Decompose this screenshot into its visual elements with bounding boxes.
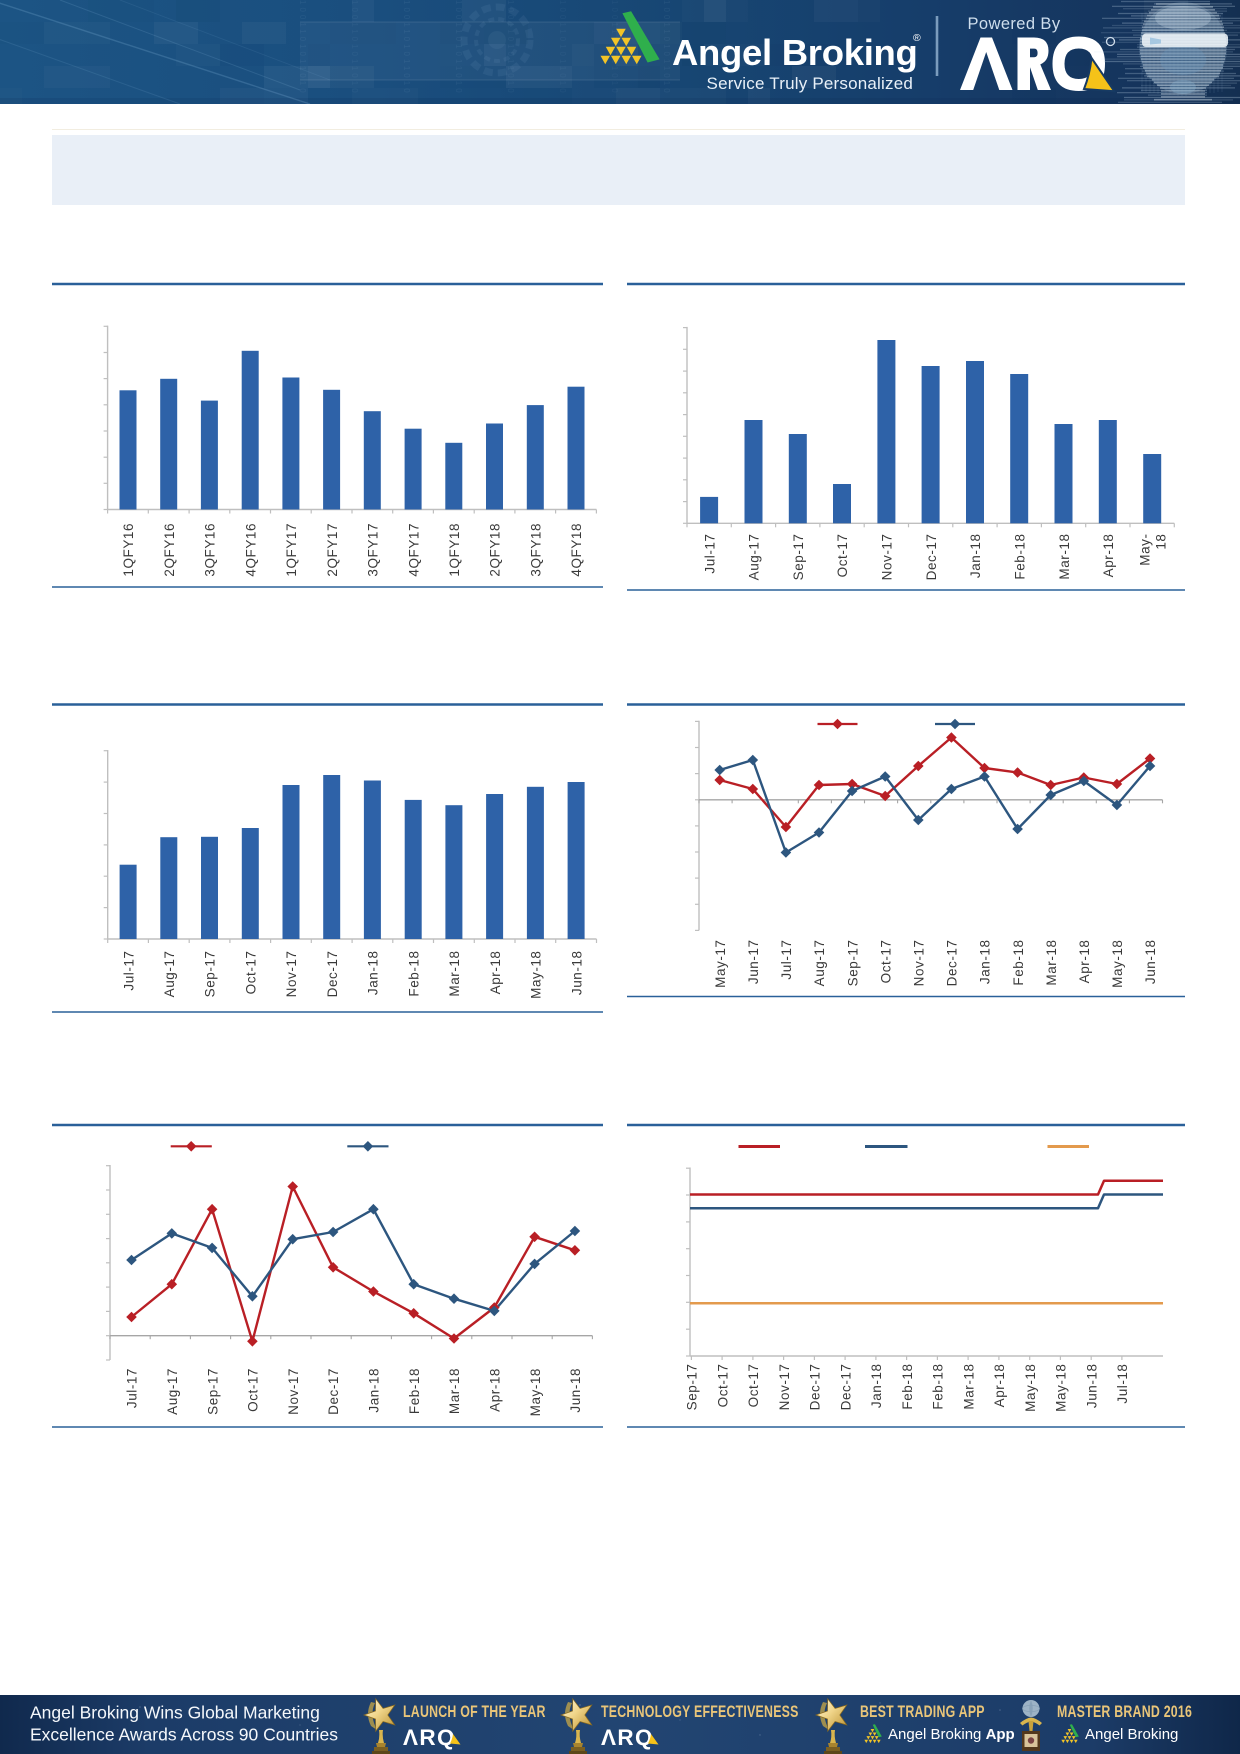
- svg-text:Oct-17: Oct-17: [246, 1368, 261, 1412]
- svg-text:Angel Broking: Angel Broking: [672, 32, 918, 73]
- svg-text:2QFY18: 2QFY18: [488, 523, 503, 577]
- svg-text:Sep-17: Sep-17: [791, 534, 806, 581]
- svg-text:Mar-18: Mar-18: [961, 1364, 976, 1410]
- svg-text:Oct-17: Oct-17: [746, 1364, 761, 1408]
- svg-text:Jun-18: Jun-18: [1084, 1364, 1099, 1409]
- svg-text:Mar-18: Mar-18: [447, 951, 462, 997]
- svg-text:Jul-18: Jul-18: [1115, 1364, 1130, 1404]
- svg-text:Jun-18: Jun-18: [568, 1368, 583, 1413]
- svg-text:May-: May-: [1138, 534, 1153, 566]
- svg-text:May-18: May-18: [529, 951, 544, 999]
- svg-text:Nov-17: Nov-17: [284, 951, 299, 998]
- svg-text:Apr-18: Apr-18: [992, 1364, 1007, 1408]
- svg-text:Angel Broking: Angel Broking: [1085, 1726, 1178, 1743]
- svg-text:Excellence Awards Across 90 Co: Excellence Awards Across 90 Countries: [30, 1725, 338, 1745]
- svg-text:Aug-17: Aug-17: [812, 940, 827, 987]
- svg-text:LAUNCH OF THE YEAR: LAUNCH OF THE YEAR: [403, 1703, 546, 1721]
- svg-text:Angel Broking App: Angel Broking App: [888, 1726, 1015, 1743]
- svg-text:Dec-17: Dec-17: [325, 951, 340, 998]
- svg-text:Dec-17: Dec-17: [838, 1364, 853, 1411]
- svg-text:Jul-17: Jul-17: [702, 534, 717, 574]
- svg-text:May-18: May-18: [1023, 1364, 1038, 1412]
- svg-text:Feb-18: Feb-18: [407, 1368, 422, 1414]
- svg-text:Sep-17: Sep-17: [845, 940, 860, 987]
- svg-text:Dec-17: Dec-17: [945, 940, 960, 987]
- svg-text:3QFY17: 3QFY17: [366, 523, 381, 577]
- svg-text:Jan-18: Jan-18: [869, 1364, 884, 1409]
- svg-text:Jan-18: Jan-18: [968, 534, 983, 579]
- svg-text:Sep-17: Sep-17: [205, 1368, 220, 1415]
- svg-text:ΛRQ: ΛRQ: [403, 1725, 456, 1750]
- svg-text:Oct-17: Oct-17: [878, 940, 893, 984]
- svg-text:Mar-18: Mar-18: [447, 1368, 462, 1414]
- svg-text:MASTER BRAND 2016: MASTER BRAND 2016: [1057, 1703, 1192, 1721]
- svg-text:Jun-18: Jun-18: [569, 951, 584, 996]
- svg-text:Mar-18: Mar-18: [1044, 940, 1059, 986]
- svg-text:Aug-17: Aug-17: [162, 951, 177, 998]
- svg-text:Apr-18: Apr-18: [1077, 940, 1092, 984]
- svg-text:Feb-18: Feb-18: [931, 1364, 946, 1410]
- svg-text:Sep-17: Sep-17: [203, 951, 218, 998]
- svg-text:Feb-18: Feb-18: [1011, 940, 1026, 986]
- svg-text:4QFY16: 4QFY16: [243, 523, 258, 577]
- svg-text:Nov-17: Nov-17: [880, 534, 895, 581]
- svg-text:4QFY18: 4QFY18: [569, 523, 584, 577]
- svg-text:Angel Broking Wins Global Mark: Angel Broking Wins Global Marketing: [30, 1703, 320, 1723]
- svg-text:ΛRQ: ΛRQ: [601, 1725, 654, 1750]
- svg-text:Oct-17: Oct-17: [244, 951, 259, 995]
- svg-text:Jan-18: Jan-18: [978, 940, 993, 985]
- svg-text:Nov-17: Nov-17: [912, 940, 927, 987]
- svg-text:Jun-17: Jun-17: [746, 940, 761, 985]
- svg-text:2QFY17: 2QFY17: [325, 523, 340, 577]
- svg-text:1001101011010: 1001101011010: [402, 0, 411, 96]
- svg-text:3QFY16: 3QFY16: [203, 523, 218, 577]
- svg-text:1QFY18: 1QFY18: [447, 523, 462, 577]
- svg-text:Nov-17: Nov-17: [777, 1364, 792, 1411]
- svg-text:Powered By: Powered By: [968, 15, 1061, 33]
- svg-text:Jul-17: Jul-17: [779, 940, 794, 980]
- svg-text:Dec-17: Dec-17: [924, 534, 939, 581]
- svg-text:Dec-17: Dec-17: [808, 1364, 823, 1411]
- svg-text:Jan-18: Jan-18: [367, 1368, 382, 1413]
- svg-text:BEST TRADING APP: BEST TRADING APP: [860, 1703, 985, 1721]
- svg-text:Oct-17: Oct-17: [835, 534, 850, 578]
- svg-text:Oct-17: Oct-17: [715, 1364, 730, 1408]
- svg-text:Apr-18: Apr-18: [1101, 534, 1116, 578]
- svg-text:3QFY18: 3QFY18: [529, 523, 544, 577]
- svg-text:Feb-18: Feb-18: [1013, 534, 1028, 580]
- svg-text:May-18: May-18: [1054, 1364, 1069, 1412]
- svg-text:4QFY17: 4QFY17: [406, 523, 421, 577]
- svg-text:Apr-18: Apr-18: [488, 1368, 503, 1412]
- svg-text:1QFY16: 1QFY16: [121, 523, 136, 577]
- svg-text:Jul-17: Jul-17: [125, 1368, 140, 1408]
- svg-text:1001101011010: 1001101011010: [662, 0, 671, 96]
- svg-text:May-17: May-17: [713, 940, 728, 988]
- svg-text:Aug-17: Aug-17: [165, 1368, 180, 1415]
- svg-text:Jan-18: Jan-18: [366, 951, 381, 996]
- svg-text:1001101011010: 1001101011010: [558, 0, 567, 96]
- svg-text:Jul-17: Jul-17: [121, 951, 136, 991]
- svg-text:1001101011010: 1001101011010: [298, 0, 307, 96]
- svg-text:Sep-17: Sep-17: [685, 1364, 700, 1411]
- svg-text:Nov-17: Nov-17: [286, 1368, 301, 1415]
- svg-text:Jun-18: Jun-18: [1143, 940, 1158, 985]
- svg-text:Apr-18: Apr-18: [488, 951, 503, 995]
- svg-text:1001101011010: 1001101011010: [454, 0, 463, 96]
- svg-text:May-18: May-18: [528, 1368, 543, 1416]
- svg-text:May-18: May-18: [1110, 940, 1125, 988]
- svg-text:Feb-18: Feb-18: [900, 1364, 915, 1410]
- svg-text:®: ®: [913, 32, 921, 44]
- svg-text:Aug-17: Aug-17: [747, 534, 762, 581]
- svg-text:Dec-17: Dec-17: [326, 1368, 341, 1415]
- svg-text:1001101011010: 1001101011010: [350, 0, 359, 96]
- svg-text:Feb-18: Feb-18: [406, 951, 421, 997]
- svg-text:Mar-18: Mar-18: [1057, 534, 1072, 580]
- svg-text:18: 18: [1154, 534, 1169, 550]
- svg-text:1QFY17: 1QFY17: [284, 523, 299, 577]
- svg-text:1001101011010: 1001101011010: [506, 0, 515, 96]
- svg-text:2QFY16: 2QFY16: [162, 523, 177, 577]
- svg-text:TECHNOLOGY EFFECTIVENESS: TECHNOLOGY EFFECTIVENESS: [601, 1703, 799, 1721]
- svg-text:Service Truly Personalized: Service Truly Personalized: [707, 74, 913, 93]
